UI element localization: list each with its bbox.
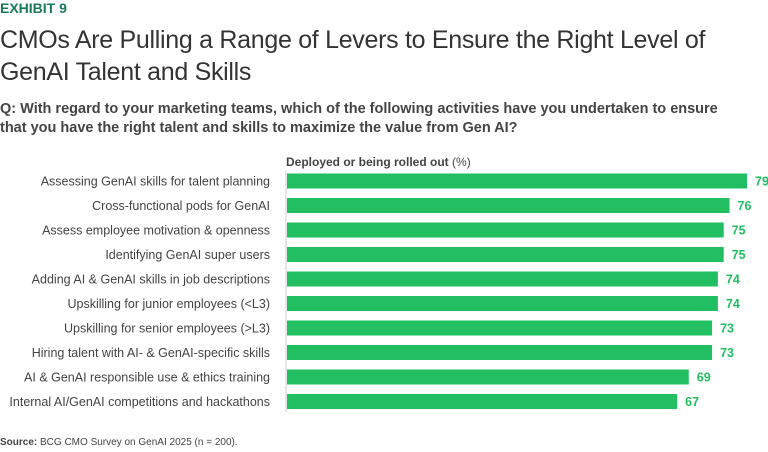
exhibit-label: EXHIBIT 9	[0, 0, 67, 16]
data-label: 73	[720, 322, 734, 336]
survey-question: Q: With regard to your marketing teams, …	[0, 101, 718, 136]
series-label: Deployed or being rolled out (%)	[286, 155, 471, 169]
bar	[287, 198, 730, 213]
source-label: Source:	[0, 437, 38, 448]
data-label: 73	[720, 346, 734, 360]
bar	[287, 320, 713, 336]
category-label: Internal AI/GenAI competitions and hacka…	[9, 395, 270, 409]
data-label: 76	[738, 199, 752, 213]
data-label: 75	[732, 224, 746, 238]
data-label: 74	[726, 273, 740, 287]
chart-title: CMOs Are Pulling a Range of Levers to En…	[0, 26, 706, 86]
category-label: Upskilling for junior employees (<L3)	[67, 297, 270, 311]
category-label: Assessing GenAI skills for talent planni…	[41, 175, 270, 189]
series-unit: (%)	[452, 155, 471, 169]
bar	[287, 345, 713, 360]
category-label: Assess employee motivation & openness	[42, 224, 270, 238]
source-note: Source: BCG CMO Survey on GenAI 2025 (n …	[0, 437, 238, 448]
data-label: 74	[726, 297, 740, 311]
category-label: Upskilling for senior employees (>L3)	[64, 322, 270, 336]
data-label: 79	[755, 175, 768, 189]
category-label: Identifying GenAI super users	[105, 248, 270, 262]
series-label-text: Deployed or being rolled out	[286, 155, 449, 169]
data-label: 75	[732, 248, 746, 262]
bar	[287, 222, 724, 238]
data-label: 67	[685, 395, 699, 409]
category-label: Adding AI & GenAI skills in job descript…	[32, 273, 270, 287]
category-label: Hiring talent with AI- & GenAI-specific …	[32, 346, 270, 360]
source-text: BCG CMO Survey on GenAI 2025 (n = 200).	[40, 437, 238, 448]
bar	[287, 394, 678, 409]
bar	[287, 271, 718, 287]
bar	[287, 296, 718, 311]
bar	[287, 173, 747, 189]
category-label: AI & GenAI responsible use & ethics trai…	[24, 371, 270, 385]
bar	[287, 247, 724, 262]
bar	[287, 369, 689, 385]
category-label: Cross-functional pods for GenAI	[92, 199, 270, 213]
data-label: 69	[697, 371, 711, 385]
